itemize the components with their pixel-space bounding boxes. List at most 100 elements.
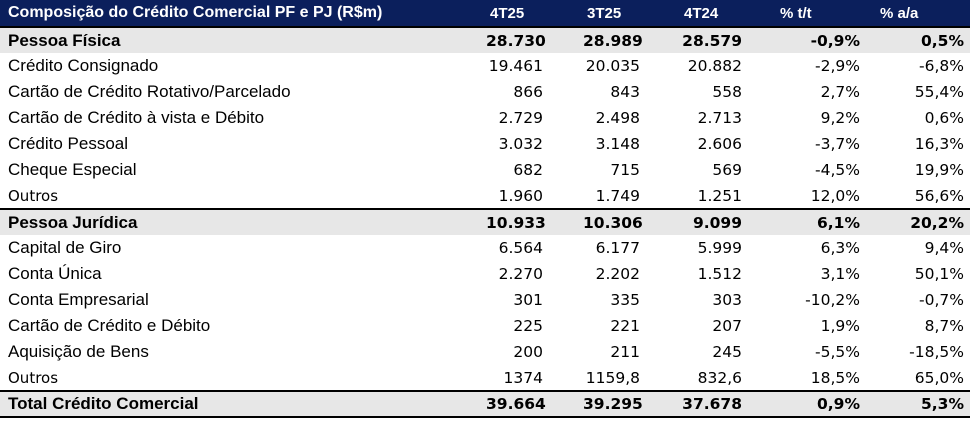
table-row: Capital de Giro 6.564 6.177 5.999 6,3% 9,4% (0, 235, 970, 261)
table-row: Outros 1.960 1.749 1.251 12,0% 56,6% (0, 183, 970, 209)
value-4t25: 866 (513, 83, 543, 101)
table-row: Cartão de Crédito Rotativo/Parcelado 866 8… (0, 79, 970, 105)
column-header-4t25: 4T25 (480, 0, 577, 28)
row-label: Cheque Especial (8, 160, 137, 179)
value-4t25: 28.730 (480, 26, 577, 53)
value-4t25: 39.664 (480, 390, 577, 418)
value-4t25: 200 (513, 343, 543, 361)
row-label: Total Crédito Comercial (0, 390, 480, 418)
value-pct-qoq: 3,1% (820, 265, 860, 283)
value-pct-yoy: 16,3% (914, 135, 964, 153)
value-3t25: 2.202 (595, 265, 640, 283)
value-pct-qoq: 6,1% (770, 208, 870, 235)
value-4t24: 569 (712, 161, 742, 179)
column-header-pct-qoq: % t/t (770, 0, 870, 28)
value-4t24: 245 (712, 343, 742, 361)
value-pct-qoq: -5,5% (815, 343, 860, 361)
value-4t25: 2.729 (498, 109, 543, 127)
value-4t25: 682 (513, 161, 543, 179)
value-4t24: 20.882 (687, 57, 742, 75)
value-3t25: 10.306 (577, 208, 674, 235)
table-title: Composição do Crédito Comercial PF e PJ … (0, 0, 480, 28)
value-4t24: 558 (712, 83, 742, 101)
value-3t25: 715 (610, 161, 640, 179)
value-pct-yoy: 8,7% (924, 317, 964, 335)
value-pct-qoq: 0,9% (770, 390, 870, 418)
table-row: Cheque Especial 682 715 569 -4,5% 19,9% (0, 157, 970, 183)
value-pct-yoy: 65,0% (914, 368, 964, 387)
value-4t25: 10.933 (480, 208, 577, 235)
row-label: Crédito Pessoal (8, 134, 129, 153)
row-label: Aquisição de Bens (8, 342, 149, 361)
value-pct-qoq: 6,3% (820, 239, 860, 257)
value-3t25: 843 (610, 83, 640, 101)
value-4t24: 37.678 (674, 390, 770, 418)
value-pct-qoq: 12,0% (810, 186, 860, 205)
value-4t24: 2.713 (697, 109, 742, 127)
column-header-4t24: 4T24 (674, 0, 770, 28)
value-3t25: 1.749 (595, 186, 640, 205)
value-4t25: 1374 (503, 368, 543, 387)
value-4t24: 28.579 (674, 26, 770, 53)
value-3t25: 3.148 (595, 135, 640, 153)
value-pct-yoy: 55,4% (914, 83, 964, 101)
value-pct-qoq: -10,2% (805, 291, 860, 309)
value-4t25: 225 (513, 317, 543, 335)
table-row: Cartão de Crédito à vista e Débito 2.729 2… (0, 105, 970, 131)
value-3t25: 1159,8 (585, 368, 640, 387)
row-label: Pessoa Física (0, 26, 480, 53)
value-pct-yoy: 0,5% (870, 26, 970, 53)
value-4t24: 1.251 (697, 186, 742, 205)
value-pct-yoy: 50,1% (914, 265, 964, 283)
section-row: Pessoa Física 28.730 28.989 28.579 -0,9% 0,5% (0, 26, 970, 53)
value-4t25: 2.270 (498, 265, 543, 283)
value-pct-yoy: 9,4% (924, 239, 964, 257)
row-label: Pessoa Jurídica (0, 208, 480, 235)
row-label: Capital de Giro (8, 238, 122, 257)
value-4t25: 19.461 (488, 57, 543, 75)
table-header-row: Composição do Crédito Comercial PF e PJ … (0, 0, 970, 28)
row-label: Cartão de Crédito Rotativo/Parcelado (8, 82, 291, 101)
table-row: Outros 1374 1159,8 832,6 18,5% 65,0% (0, 365, 970, 391)
value-pct-qoq: 18,5% (810, 368, 860, 387)
table-body: Pessoa Física 28.730 28.989 28.579 -0,9% 0,5%… (0, 26, 970, 418)
value-pct-qoq: 9,2% (820, 109, 860, 127)
value-4t24: 207 (712, 317, 742, 335)
total-row: Total Crédito Comercial 39.664 39.295 37.67… (0, 390, 970, 418)
table-row: Crédito Consignado 19.461 20.035 20.882 -2,9… (0, 53, 970, 79)
column-header-3t25: 3T25 (577, 0, 674, 28)
value-pct-yoy: 56,6% (914, 186, 964, 205)
row-label: Conta Única (8, 264, 102, 283)
table-row: Conta Empresarial 301 335 303 -10,2% -0,7% (0, 287, 970, 313)
value-4t24: 9.099 (674, 208, 770, 235)
table-row: Crédito Pessoal 3.032 3.148 2.606 -3,7% 16,3% (0, 131, 970, 157)
row-label: Cartão de Crédito e Débito (8, 316, 211, 335)
value-3t25: 211 (610, 343, 640, 361)
value-4t24: 5.999 (697, 239, 742, 257)
row-label: Outros (8, 186, 59, 205)
value-pct-qoq: -4,5% (815, 161, 860, 179)
value-pct-yoy: 5,3% (870, 390, 970, 418)
table-row: Cartão de Crédito e Débito 225 221 207 1,9% 8… (0, 313, 970, 339)
value-3t25: 39.295 (577, 390, 674, 418)
value-4t25: 1.960 (498, 186, 543, 205)
table-row: Conta Única 2.270 2.202 1.512 3,1% 50,1% (0, 261, 970, 287)
value-4t25: 301 (513, 291, 543, 309)
value-3t25: 6.177 (595, 239, 640, 257)
value-pct-qoq: -0,9% (770, 26, 870, 53)
column-header-pct-yoy: % a/a (870, 0, 970, 28)
value-4t24: 303 (712, 291, 742, 309)
value-pct-qoq: -3,7% (815, 135, 860, 153)
value-pct-yoy: -0,7% (919, 291, 964, 309)
value-pct-qoq: 1,9% (820, 317, 860, 335)
value-3t25: 2.498 (595, 109, 640, 127)
value-pct-yoy: -6,8% (919, 57, 964, 75)
row-label: Outros (8, 368, 59, 387)
value-4t24: 2.606 (697, 135, 742, 153)
row-label: Crédito Consignado (8, 56, 159, 75)
row-label: Cartão de Crédito à vista e Débito (8, 108, 265, 127)
value-pct-qoq: 2,7% (820, 83, 860, 101)
section-row: Pessoa Jurídica 10.933 10.306 9.099 6,1% 20,2… (0, 208, 970, 235)
value-3t25: 28.989 (577, 26, 674, 53)
value-pct-qoq: -2,9% (815, 57, 860, 75)
